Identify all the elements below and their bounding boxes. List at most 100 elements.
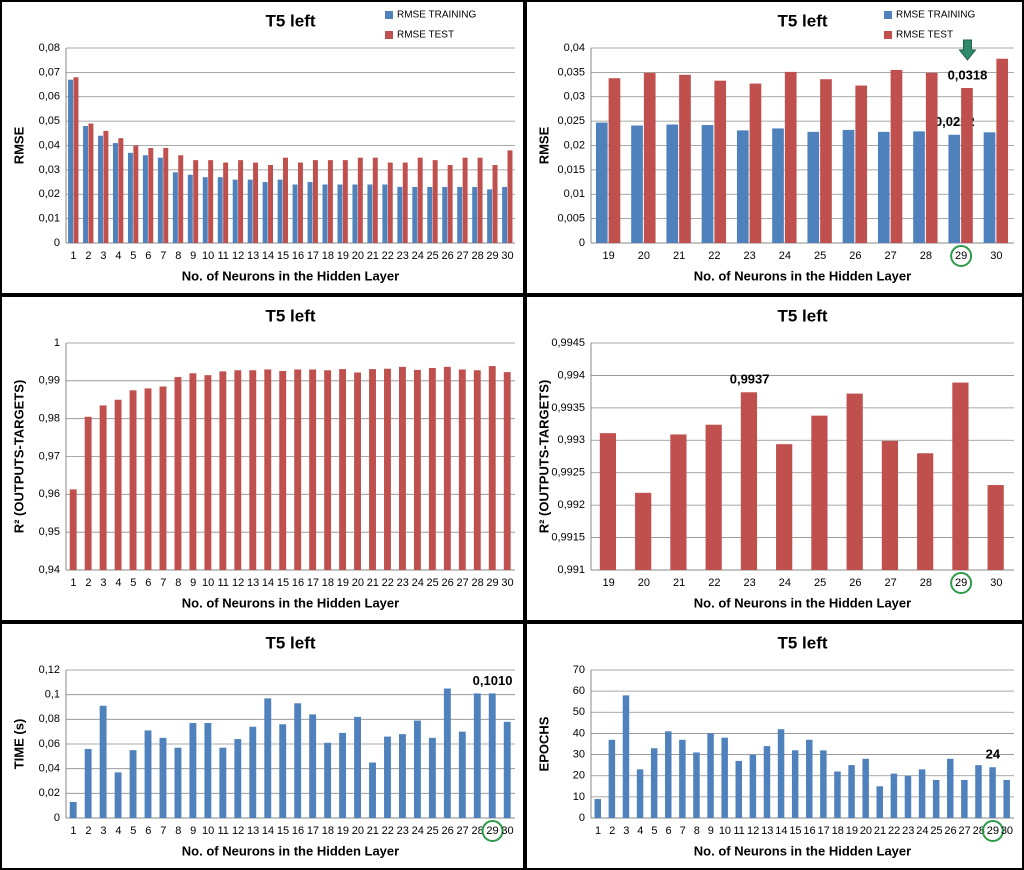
y-tick-label: 0,08	[39, 713, 60, 725]
bar	[772, 128, 784, 243]
chart-panel: T5 left No. of Neurons in the Hidden Laye…	[525, 295, 1024, 622]
bar	[83, 126, 89, 243]
bar	[204, 375, 212, 570]
x-tick-label: 13	[247, 250, 259, 262]
x-tick-label: 24	[779, 577, 791, 589]
y-tick-label: 0,9915	[551, 531, 585, 543]
bar	[322, 184, 328, 243]
bar	[253, 162, 259, 243]
x-tick-label: 27	[885, 577, 897, 589]
chart-panel: T5 left No. of Neurons in the Hidden Laye…	[525, 622, 1024, 870]
chart-panel: T5 left No. of Neurons in the Hidden Laye…	[0, 295, 525, 622]
x-tick-label: 18	[322, 250, 334, 262]
legend-swatch	[884, 11, 892, 19]
x-tick-label: 12	[232, 825, 244, 837]
bar	[503, 372, 511, 570]
x-tick-label: 5	[130, 825, 136, 837]
x-tick-label: 2	[85, 825, 91, 837]
x-tick-label: 27	[456, 250, 468, 262]
bar	[127, 152, 133, 243]
bar	[952, 382, 969, 570]
bar	[721, 737, 728, 818]
bar	[918, 769, 926, 818]
bar	[234, 739, 242, 818]
bar	[679, 74, 691, 243]
bar	[714, 80, 727, 243]
bar	[925, 72, 938, 243]
x-tick-label: 21	[673, 250, 685, 262]
x-tick-label: 28	[471, 577, 483, 589]
x-tick-label: 20	[352, 577, 364, 589]
bar	[327, 160, 333, 243]
y-tick-label: 0,98	[39, 413, 60, 425]
bar	[989, 767, 996, 818]
x-tick-label: 28	[471, 250, 483, 262]
x-tick-label: 25	[930, 825, 942, 837]
bar	[112, 143, 118, 243]
y-tick-label: 70	[573, 664, 585, 676]
x-tick-label: 25	[427, 250, 439, 262]
legend-label: RMSE TEST	[896, 30, 953, 41]
x-tick-label: 10	[202, 825, 214, 837]
x-tick-label: 26	[442, 825, 454, 837]
highlight-circle	[981, 820, 1004, 842]
x-tick-label: 15	[277, 250, 289, 262]
bar	[98, 135, 103, 243]
x-tick-label: 25	[427, 825, 439, 837]
x-tick-label: 25	[814, 577, 826, 589]
bar	[99, 705, 107, 818]
bar	[670, 434, 687, 570]
bar	[208, 160, 214, 243]
x-tick-label: 19	[337, 250, 349, 262]
x-tick-label: 27	[456, 825, 468, 837]
y-tick-label: 0,04	[39, 763, 60, 775]
bar	[354, 716, 361, 818]
bar	[223, 162, 229, 243]
bar	[913, 131, 925, 243]
legend-swatch	[385, 11, 393, 19]
y-tick-label: 0,06	[39, 738, 60, 750]
y-tick-label: 0,04	[564, 42, 585, 54]
bar	[309, 369, 317, 570]
x-tick-label: 20	[638, 577, 650, 589]
x-tick-label: 8	[694, 825, 700, 837]
y-tick-label: 0,9925	[551, 467, 585, 479]
bar	[399, 734, 406, 818]
x-tick-label: 3	[100, 577, 106, 589]
x-tick-label: 9	[190, 577, 196, 589]
x-tick-label: 26	[849, 250, 861, 262]
y-tick-label: 0,01	[39, 213, 60, 225]
bar	[142, 155, 148, 243]
x-tick-label: 25	[427, 577, 439, 589]
bar	[412, 186, 418, 243]
chart-panel: T5 left No. of Neurons in the Hidden Laye…	[525, 0, 1024, 295]
bar	[636, 769, 644, 818]
bar	[187, 174, 193, 243]
bar	[477, 157, 483, 243]
bar	[432, 160, 438, 243]
bar	[324, 742, 332, 818]
bar	[834, 771, 841, 818]
bar	[932, 779, 940, 818]
bar	[447, 165, 453, 243]
x-tick-label: 29	[486, 250, 498, 262]
x-tick-label: 10	[719, 825, 731, 837]
x-tick-label: 30	[1001, 825, 1013, 837]
bar	[707, 733, 714, 818]
y-tick-label: 0,9945	[551, 337, 585, 349]
bar	[88, 123, 94, 243]
bar	[399, 366, 406, 570]
bar	[507, 150, 513, 243]
x-tick-label: 24	[916, 825, 928, 837]
bar	[488, 366, 496, 570]
x-tick-label: 18	[322, 577, 334, 589]
x-tick-label: 1	[70, 250, 76, 262]
chart-title: T5 left	[777, 306, 827, 325]
x-tick-label: 21	[367, 250, 379, 262]
bar	[114, 399, 122, 570]
bar	[279, 370, 287, 570]
highlight-circle	[950, 572, 973, 594]
bar	[144, 730, 152, 818]
bar	[848, 765, 855, 818]
